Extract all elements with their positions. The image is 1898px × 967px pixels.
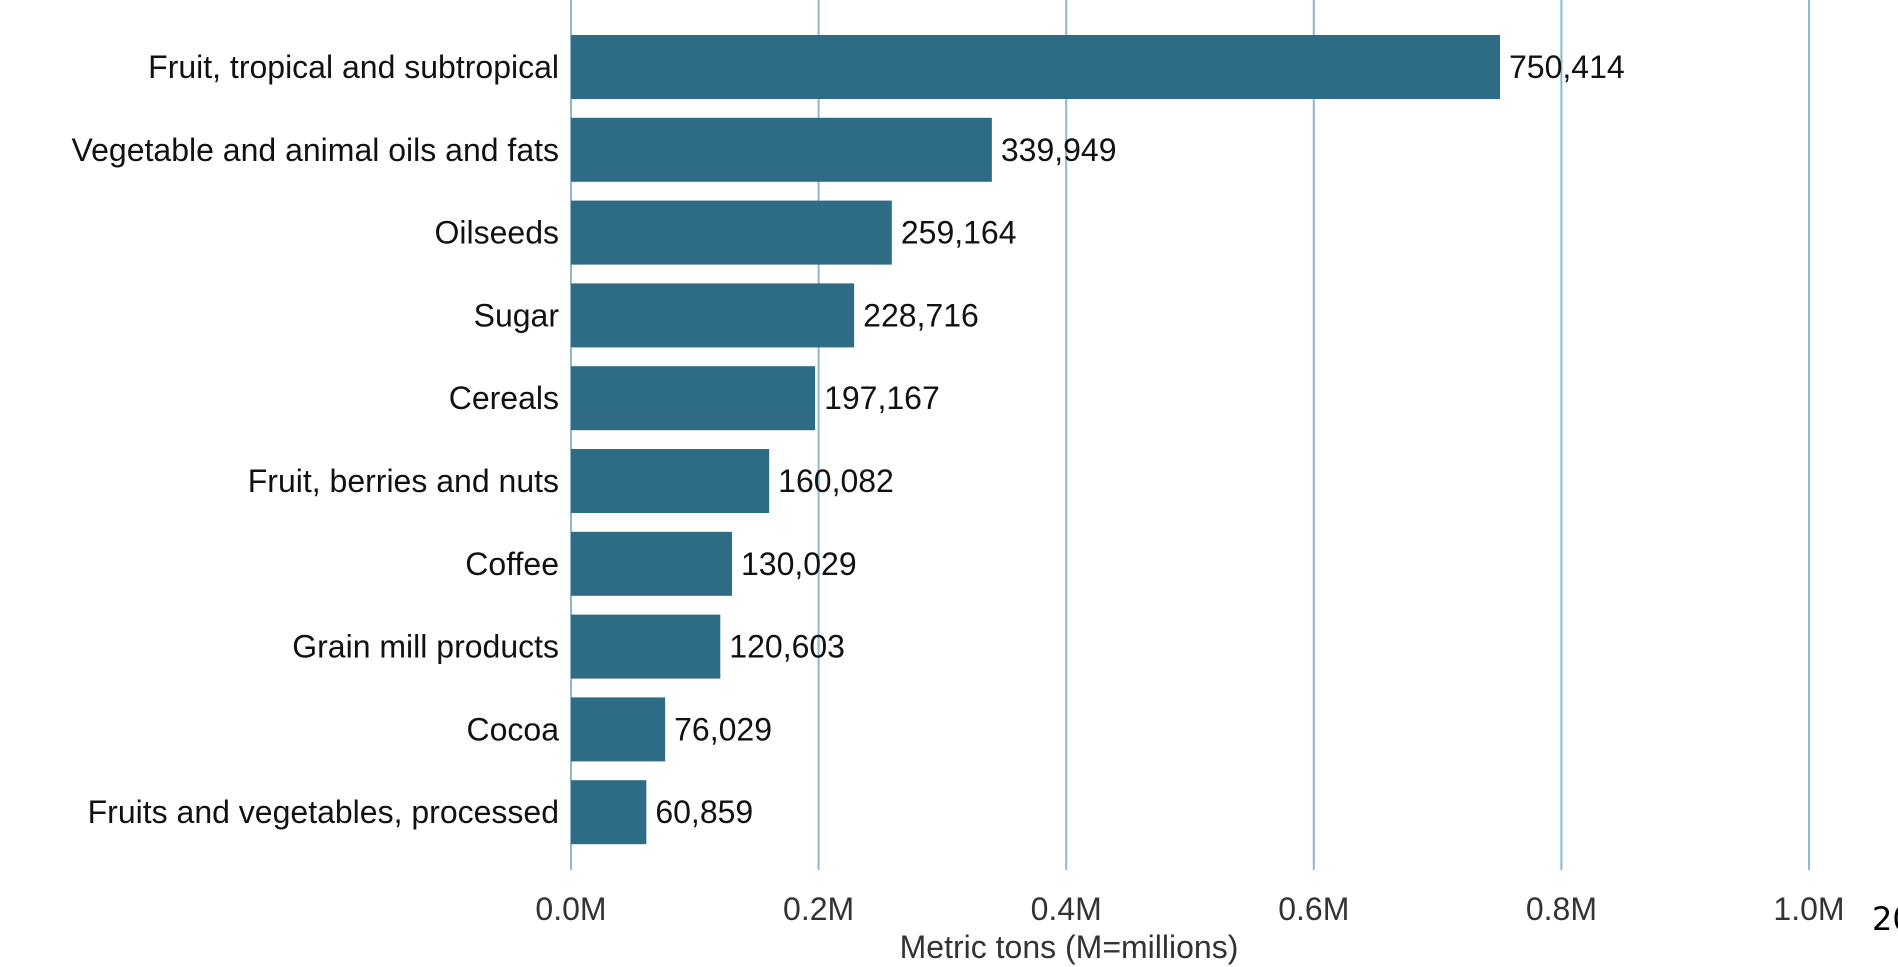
category-label: Cereals — [449, 380, 559, 416]
bars-group — [571, 35, 1501, 845]
category-label: Oilseeds — [435, 215, 560, 251]
x-axis-title: Metric tons (M=millions) — [900, 929, 1239, 965]
bar — [571, 531, 732, 596]
page-number: 20 — [1872, 900, 1898, 938]
value-label: 60,859 — [655, 794, 753, 830]
category-label: Fruit, berries and nuts — [248, 463, 559, 499]
category-label: Fruit, tropical and subtropical — [148, 49, 559, 85]
bar — [571, 780, 647, 845]
bar — [571, 697, 666, 762]
x-tick-label: 0.8M — [1526, 891, 1597, 927]
category-label: Coffee — [465, 546, 559, 582]
value-label: 339,949 — [1001, 132, 1117, 168]
category-label: Grain mill products — [292, 629, 559, 665]
value-labels: 750,414 339,949 259,164 228,716 197,167 160,0… — [655, 49, 1624, 830]
bar — [571, 449, 770, 513]
category-label: Sugar — [474, 297, 560, 333]
x-tick-label: 0.4M — [1031, 891, 1102, 927]
bar — [571, 200, 892, 265]
bar — [571, 35, 1501, 99]
value-label: 259,164 — [901, 215, 1017, 251]
value-label: 160,082 — [778, 463, 894, 499]
category-label: Cocoa — [467, 711, 560, 747]
bar — [571, 366, 816, 431]
value-label: 130,029 — [741, 546, 857, 582]
value-label: 228,716 — [863, 297, 979, 333]
category-labels: Fruit, tropical and subtropical Vegetable… — [72, 49, 560, 830]
bar — [571, 283, 855, 348]
x-tick-label: 0.2M — [783, 891, 854, 927]
x-tick-label: 0.6M — [1278, 891, 1349, 927]
value-label: 120,603 — [729, 629, 845, 665]
bar — [571, 614, 721, 679]
x-tick-label: 0.0M — [535, 891, 606, 927]
x-tick-label: 1.0M — [1773, 891, 1844, 927]
category-label: Vegetable and animal oils and fats — [72, 132, 559, 168]
value-label: 197,167 — [824, 380, 940, 416]
value-label: 76,029 — [674, 711, 772, 747]
x-tick-labels: 0.0M 0.2M 0.4M 0.6M 0.8M 1.0M — [535, 891, 1844, 927]
category-label: Fruits and vegetables, processed — [88, 794, 559, 830]
value-label: 750,414 — [1509, 49, 1625, 85]
bar — [571, 117, 992, 182]
